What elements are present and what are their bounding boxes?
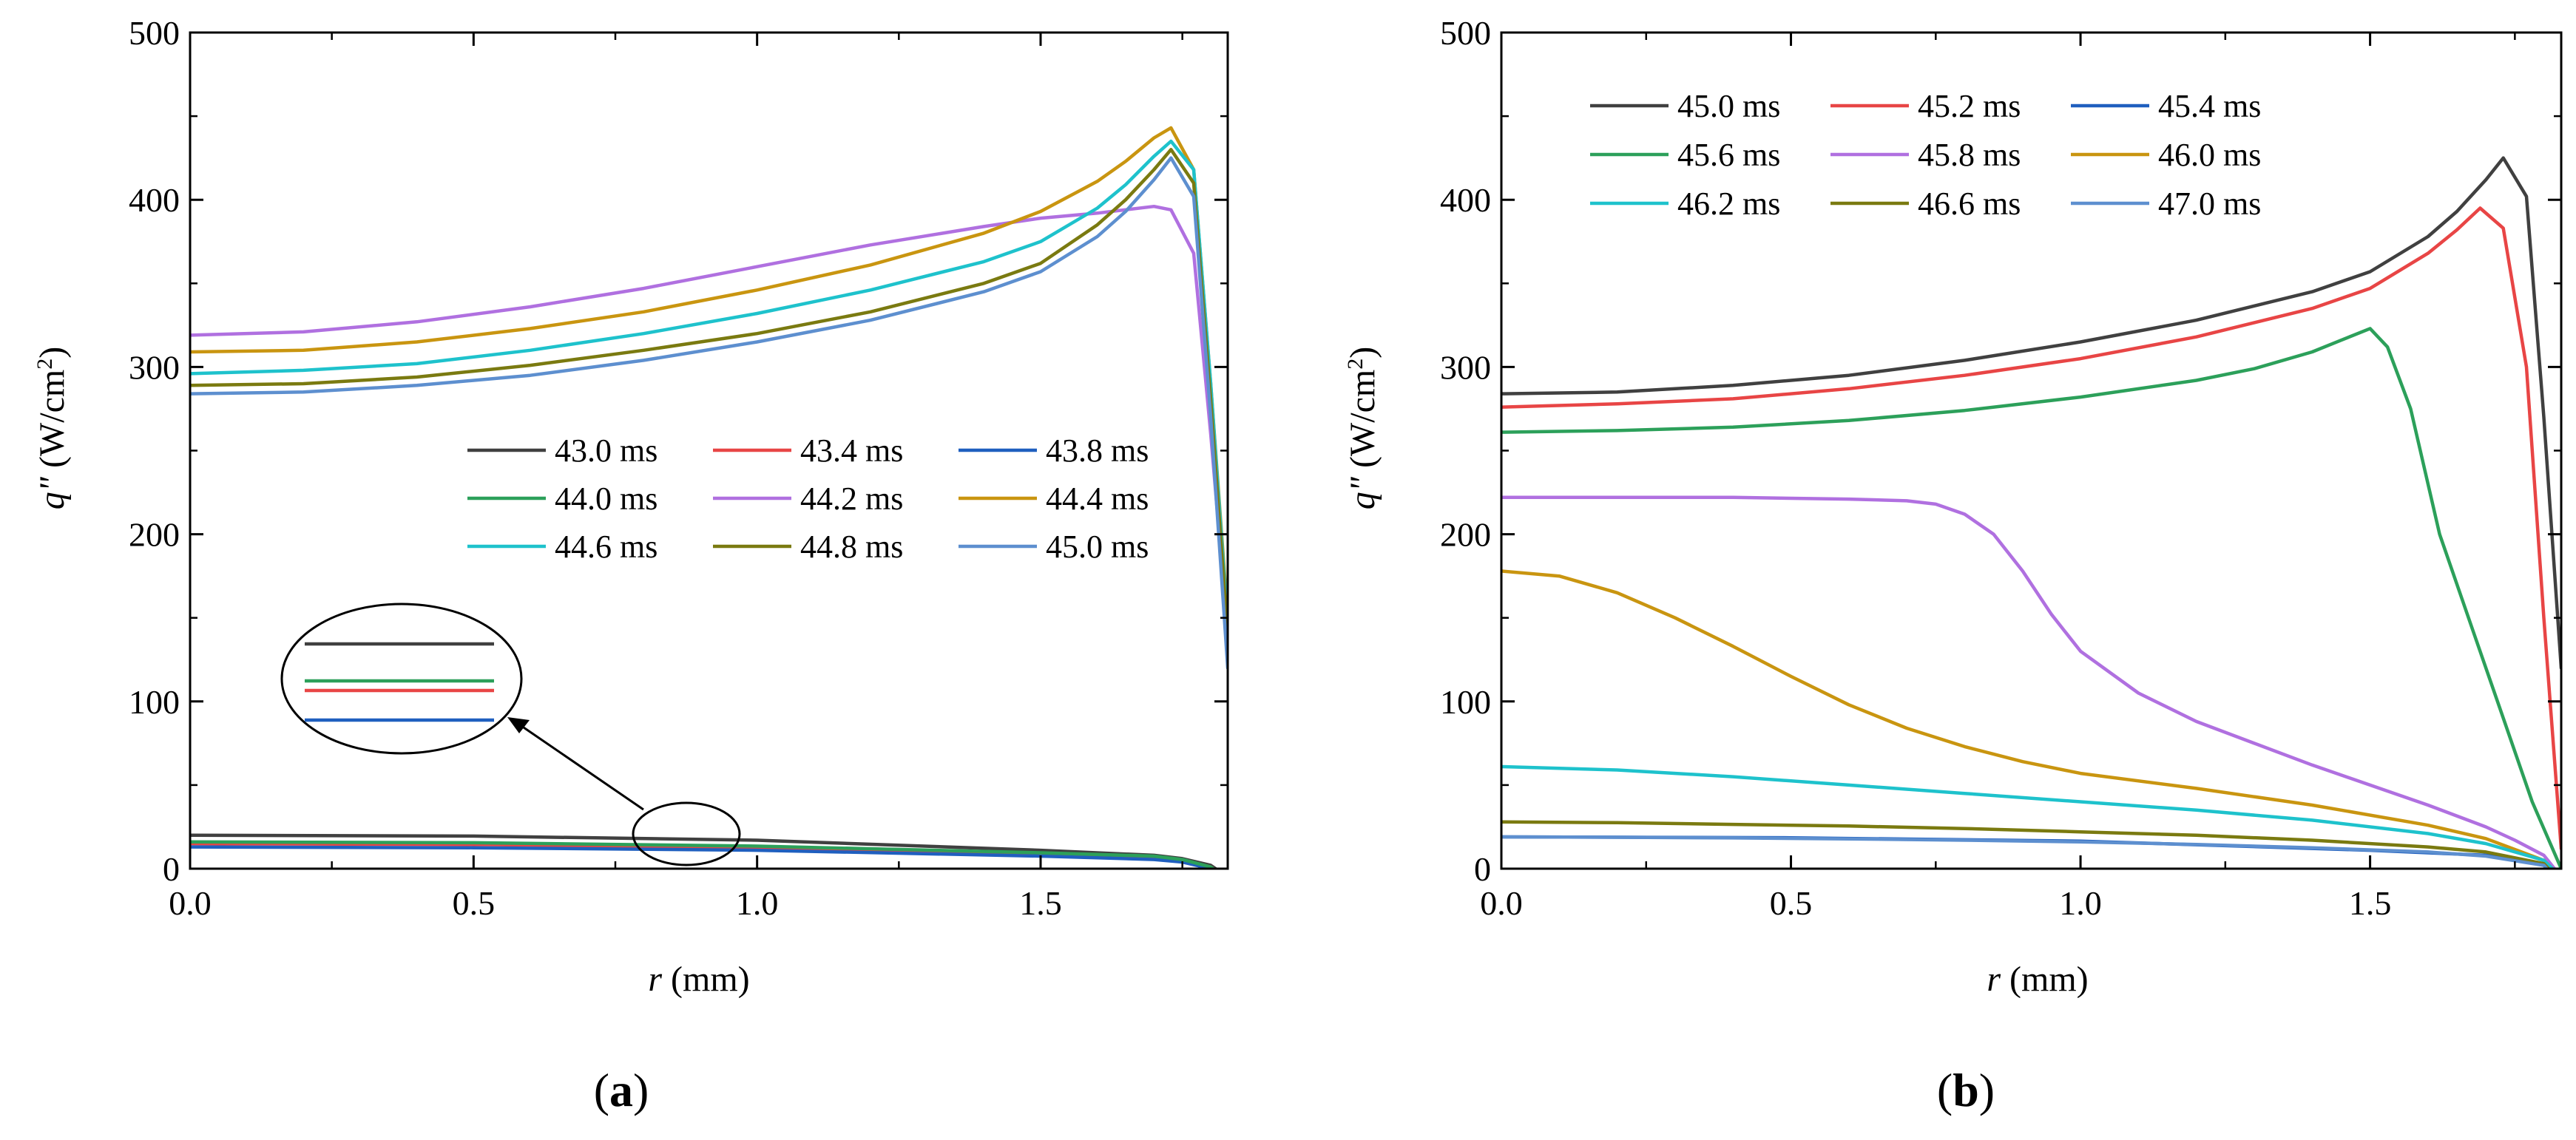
p0-legend-label-0: 43.0 ms [555,432,657,469]
p0-legend: 43.0 ms 43.4 ms 43.8 ms 44.0 ms 44.2 ms 44.4 … [467,432,1149,565]
p1-legend-label-2: 45.4 ms [2158,88,2261,124]
p1-legend-item-4: 45.8 ms [1830,137,2021,173]
p1-legend-label-5: 46.0 ms [2158,137,2261,173]
p1-legend-item-7: 46.6 ms [1830,186,2021,222]
p1-series-line-6 [1501,764,2555,869]
p1-series-line-0 [1501,156,2561,670]
p0-legend-item-8: 45.0 ms [959,529,1149,565]
p1-legend-label-0: 45.0 ms [1677,88,1780,124]
p1-series-line-4 [1501,495,2557,869]
p1-legend-label-1: 45.2 ms [1918,88,2021,124]
p0-xtick-label-2: 1.0 [736,884,779,922]
p0-legend-item-0: 43.0 ms [467,432,657,469]
p1-ytick-label-2: 200 [1440,516,1491,554]
p1-ytick-label-3: 300 [1440,348,1491,386]
p1-legend-item-5: 46.0 ms [2071,137,2261,173]
p1-series-line-3 [1501,327,2561,869]
p0-series-line-5 [190,126,1228,620]
p1-legend-item-0: 45.0 ms [1590,88,1780,124]
p1-legend-label-8: 47.0 ms [2158,186,2261,222]
p0-series-line-7 [190,148,1228,637]
p1-xtick-label-1: 0.5 [1770,884,1813,922]
panel-b-xlabel: r (mm) [1987,960,2088,999]
p1-xtick-label-3: 1.5 [2349,884,2392,922]
p1-legend-label-3: 45.6 ms [1677,137,1780,173]
p1-legend-item-8: 47.0 ms [2071,186,2261,222]
p0-ytick-label-1: 100 [129,683,180,721]
p1-series-line-7 [1501,820,2552,869]
p1-legend-item-1: 45.2 ms [1830,88,2021,124]
p0-ytick-label-3: 300 [129,348,180,386]
p0-ytick-label-2: 200 [129,516,180,554]
p1-legend-label-6: 46.2 ms [1677,186,1780,222]
p1-ticks: 0.0 0.5 1.0 1.5 0 100 200 300 400 500 [1440,14,2561,922]
p1-series-line-5 [1501,569,2555,869]
p0-legend-label-6: 44.6 ms [555,529,657,565]
panel-b-ylabel: q" (W/cm2) [1343,347,1383,509]
p1-ytick-label-0: 0 [1474,850,1491,888]
p1-ytick-label-4: 400 [1440,181,1491,219]
p1-ytick-label-5: 500 [1440,14,1491,52]
p0-series-line-4 [190,204,1228,637]
p1-series-line-1 [1501,206,2561,851]
panel-a-label: (a) [594,1064,649,1116]
p0-legend-item-4: 44.2 ms [713,481,903,517]
p0-series-line-8 [190,156,1228,670]
p0-legend-label-2: 43.8 ms [1046,432,1149,469]
p0-legend-label-4: 44.2 ms [800,481,903,517]
p1-legend-label-4: 45.8 ms [1918,137,2021,173]
p1-ytick-label-1: 100 [1440,683,1491,721]
p0-legend-item-7: 44.8 ms [713,529,903,565]
p0-ytick-label-5: 500 [129,14,180,52]
p0-legend-item-3: 44.0 ms [467,481,657,517]
p0-series-line-3 [190,840,1217,869]
p0-legend-label-5: 44.4 ms [1046,481,1149,517]
p1-series-lines [1501,156,2561,869]
p0-legend-item-6: 44.6 ms [467,529,657,565]
p0-legend-item-1: 43.4 ms [713,432,903,469]
p0-legend-label-8: 45.0 ms [1046,529,1149,565]
zoom-region-ellipse [632,801,741,866]
zoom-inset-ellipse [280,603,523,755]
p1-legend-item-6: 46.2 ms [1590,186,1780,222]
panel-b-label: (b) [1937,1064,1995,1116]
panel-a-xlabel: r (mm) [648,960,749,999]
p1-legend-item-2: 45.4 ms [2071,88,2261,124]
p0-xtick-label-0: 0.0 [169,884,212,922]
p1-series-line-8 [1501,835,2549,869]
p0-series-lines [190,126,1228,869]
panel-a-chart: q" (W/cm2) r (mm) (a) 0.0 0.5 1.0 1.5 0 100 20… [33,14,1229,1116]
p1-plot-frame [1500,31,2563,870]
p0-ytick-label-4: 400 [129,181,180,219]
panel-a-ylabel: q" (W/cm2) [33,347,72,509]
p1-xtick-label-0: 0.0 [1480,884,1523,922]
p0-legend-label-3: 44.0 ms [555,481,657,517]
p0-legend-label-1: 43.4 ms [800,432,903,469]
p1-legend: 45.0 ms 45.2 ms 45.4 ms 45.6 ms 45.8 ms 46.0 … [1590,88,2261,222]
p0-ytick-label-0: 0 [163,850,180,888]
p1-legend-item-3: 45.6 ms [1590,137,1780,173]
p1-xtick-label-2: 1.0 [2059,884,2102,922]
zoom-arrow [523,726,644,811]
p1-legend-label-7: 46.6 ms [1918,186,2021,222]
p0-legend-item-2: 43.8 ms [959,432,1149,469]
zoom-inset [280,603,741,866]
p0-legend-item-5: 44.4 ms [959,481,1149,517]
p0-ticks: 0.0 0.5 1.0 1.5 0 100 200 300 400 500 [129,14,1228,922]
p0-legend-label-7: 44.8 ms [800,529,903,565]
p0-xtick-label-3: 1.5 [1019,884,1062,922]
p0-series-line-6 [190,139,1228,628]
zoom-arrowhead [507,717,530,733]
p0-xtick-label-1: 0.5 [453,884,496,922]
panel-b-chart: q" (W/cm2) r (mm) (b) 0.0 0.5 1.0 1.5 0 100 20… [1343,14,2563,1116]
